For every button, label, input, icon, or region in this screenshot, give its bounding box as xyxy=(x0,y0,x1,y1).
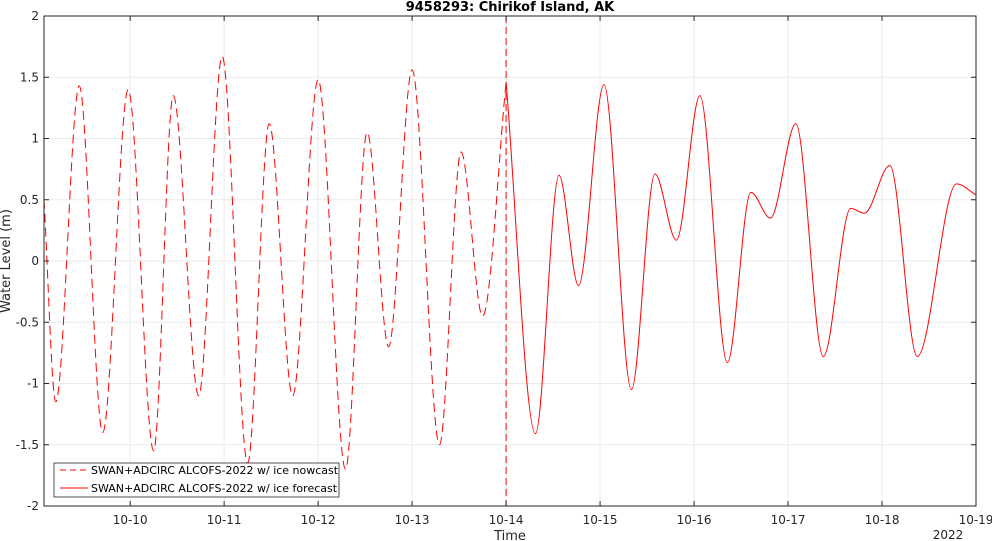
x-tick-label: 10-14 xyxy=(489,513,524,527)
legend: SWAN+ADCIRC ALCOFS-2022 w/ ice nowcast S… xyxy=(53,462,340,498)
legend-label-forecast: SWAN+ADCIRC ALCOFS-2022 w/ ice forecast xyxy=(91,482,338,495)
y-tick-label: 0 xyxy=(31,254,39,268)
legend-label-nowcast: SWAN+ADCIRC ALCOFS-2022 w/ ice nowcast xyxy=(91,464,339,477)
series-line-forecast xyxy=(505,82,977,435)
x-tick-label: 10-17 xyxy=(771,513,806,527)
legend-box xyxy=(53,462,340,498)
x-tick-label: 10-16 xyxy=(677,513,712,527)
y-tick-label: 1.5 xyxy=(20,70,39,84)
y-tick-label: 1 xyxy=(31,132,39,146)
x-tick-label: 10-12 xyxy=(301,513,336,527)
x-tick-label: 10-15 xyxy=(583,513,618,527)
y-tick-label: -2 xyxy=(27,499,39,513)
y-tick-label: 2 xyxy=(31,9,39,23)
y-tick-label: -0.5 xyxy=(16,315,39,329)
x-tick-label: 10-19 xyxy=(959,513,992,527)
x-axis: 10-10 10-11 10-12 10-13 10-14 10-15 10-16 10-17… xyxy=(113,16,992,527)
x-tick-label: 10-11 xyxy=(207,513,242,527)
x-tick-label: 10-18 xyxy=(865,513,900,527)
chart-title: 9458293: Chirikof Island, AK xyxy=(406,0,615,15)
y-tick-label: -1 xyxy=(27,377,39,391)
series-layer xyxy=(43,55,977,470)
x-axis-label: Time xyxy=(493,529,526,541)
x-tick-label: 10-10 xyxy=(113,513,148,527)
y-tick-label: -1.5 xyxy=(16,438,39,452)
y-axis-label: Water Level (m) xyxy=(0,209,14,313)
year-label: 2022 xyxy=(933,528,964,541)
x-tick-label: 10-13 xyxy=(395,513,430,527)
series-line-nowcast xyxy=(43,55,507,470)
y-axis: -2 -1.5 -1 -0.5 0 0.5 1 1.5 2 xyxy=(16,9,976,513)
y-tick-label: 0.5 xyxy=(20,193,39,207)
